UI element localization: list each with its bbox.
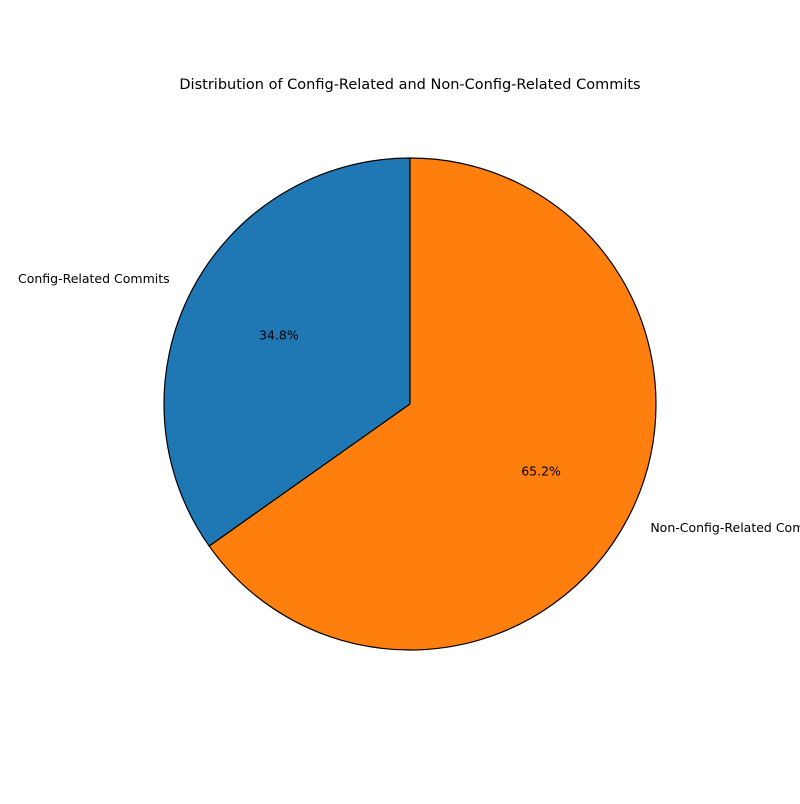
pie-slice-1 xyxy=(163,157,411,547)
pie-labels: Config-Related Commits 34.8% Non-Config-Re… xyxy=(18,271,800,535)
pie-slice-2 xyxy=(208,157,657,651)
chart-title: Distribution of Config-Related and Non-C… xyxy=(179,77,640,93)
slice-percent-2: 65.2% xyxy=(521,463,561,478)
slice-label-1: Config-Related Commits xyxy=(18,271,170,286)
slice-percent-1: 34.8% xyxy=(259,328,299,343)
pie-slices xyxy=(163,157,657,651)
slice-label-2: Non-Config-Related Commits xyxy=(650,520,800,535)
